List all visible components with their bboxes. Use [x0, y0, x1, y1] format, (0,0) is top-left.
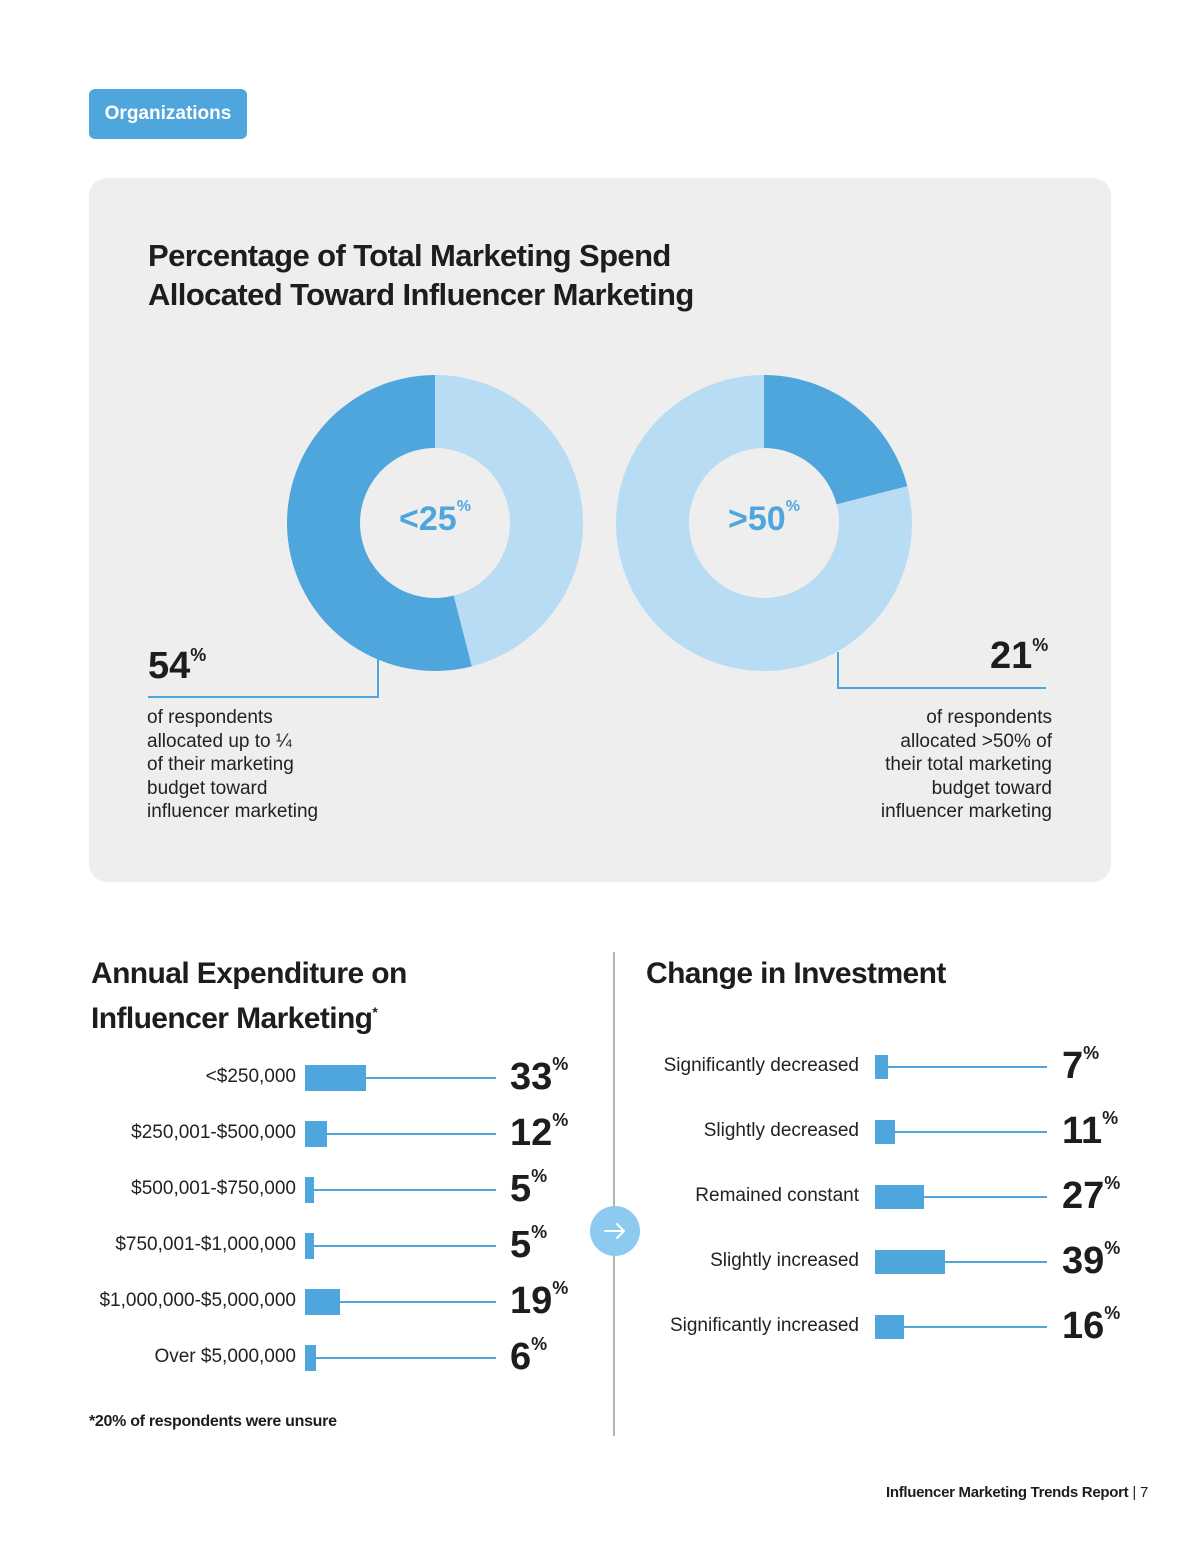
desc-line: budget toward	[147, 777, 268, 799]
investment-bar	[875, 1120, 895, 1144]
investment-bar-track	[875, 1066, 1047, 1068]
desc-line: allocated >50% of	[900, 730, 1052, 752]
expenditure-bar	[305, 1177, 315, 1203]
expenditure-bar-label: Over $5,000,000	[154, 1346, 296, 1367]
investment-bar	[875, 1250, 946, 1274]
investment-value-label: 27%	[1062, 1173, 1121, 1217]
donut-panel	[89, 178, 1111, 882]
investment-value-label: 39%	[1062, 1238, 1121, 1282]
expenditure-value-label: 5%	[510, 1166, 548, 1210]
investment-bar-track	[875, 1326, 1047, 1328]
page-number: 7	[1139, 1484, 1148, 1501]
stat-1-description: of respondents allocated up to ¼ of thei…	[147, 706, 318, 824]
expenditure-value-label: 33%	[510, 1054, 569, 1098]
donut-chart-title: Percentage of Total Marketing Spend Allo…	[148, 236, 694, 314]
donut-1-highlight-slice	[287, 375, 472, 671]
footer-separator: |	[1132, 1484, 1136, 1501]
desc-line: of their marketing	[147, 754, 294, 775]
expenditure-bar-label: $500,001-$750,000	[131, 1178, 296, 1199]
donut-1-center-label: <25%	[399, 498, 471, 538]
investment-value-label: 7%	[1062, 1043, 1100, 1087]
expenditure-value-label: 12%	[510, 1110, 569, 1154]
leader-line-1	[148, 615, 379, 698]
investment-value-label: 11%	[1062, 1108, 1119, 1152]
donut-1-rest-slice	[435, 375, 583, 667]
expenditure-bar-label: $250,001-$500,000	[131, 1122, 296, 1143]
leader-line-2	[837, 652, 1046, 689]
desc-line: their total marketing	[885, 754, 1052, 775]
stat-2-description: of respondents allocated >50% of their t…	[881, 706, 1052, 824]
desc-line: influencer marketing	[147, 801, 319, 822]
stat-54: 54%	[148, 645, 207, 687]
stat-21: 21%	[990, 635, 1049, 677]
report-name: Influencer Marketing Trends Report	[885, 1484, 1129, 1501]
expenditure-bar	[305, 1121, 328, 1147]
expenditure-bar	[305, 1345, 317, 1371]
donut-1	[287, 375, 583, 671]
investment-value-label: 16%	[1062, 1303, 1121, 1347]
investment-bar-label: Slightly increased	[710, 1250, 859, 1271]
expenditure-bar-track	[305, 1189, 496, 1191]
expenditure-bar-label: <$250,000	[205, 1066, 296, 1087]
footnote: *20% of respondents were unsure	[89, 1413, 337, 1430]
expenditure-bar-track	[305, 1133, 496, 1135]
organizations-tag: Organizations	[89, 89, 247, 139]
desc-line: budget toward	[931, 777, 1052, 799]
expenditure-value-label: 19%	[510, 1278, 569, 1322]
desc-line: of respondents	[147, 707, 273, 728]
desc-line: allocated up to ¼	[147, 730, 292, 752]
title-line-1: Percentage of Total Marketing Spend	[148, 238, 671, 273]
expenditure-bar-track	[305, 1301, 496, 1303]
change-in-investment-title: Change in Investment	[646, 954, 946, 993]
investment-bar-label: Significantly decreased	[663, 1055, 859, 1076]
desc-line: influencer marketing	[880, 801, 1052, 822]
donut-2-highlight-slice	[764, 375, 908, 505]
expenditure-bar-track	[305, 1357, 496, 1359]
investment-bar-label: Significantly increased	[669, 1315, 859, 1336]
desc-line: of respondents	[926, 707, 1052, 728]
donut-2-rest-slice	[616, 375, 912, 672]
expenditure-bar-label: $1,000,000-$5,000,000	[99, 1290, 296, 1311]
expenditure-bar-label: $750,001-$1,000,000	[115, 1234, 296, 1255]
page-footer: Influencer Marketing Trends Report | 7	[886, 1484, 1148, 1501]
expenditure-value-label: 6%	[510, 1334, 548, 1378]
arrow-right-icon	[590, 1206, 640, 1256]
investment-bar-label: Slightly decreased	[703, 1120, 859, 1141]
expenditure-bar-track	[305, 1077, 496, 1079]
investment-bar	[875, 1185, 924, 1209]
title-line-2: Influencer Marketing*	[91, 1002, 378, 1035]
annual-expenditure-title: Annual Expenditure on Influencer Marketi…	[91, 954, 407, 1038]
title-line-2: Allocated Toward Influencer Marketing	[148, 277, 694, 312]
investment-bar	[875, 1055, 888, 1079]
expenditure-bar	[305, 1289, 341, 1315]
investment-bar-track	[875, 1261, 1047, 1263]
section-divider	[613, 952, 615, 1436]
expenditure-bar	[305, 1233, 315, 1259]
expenditure-bar	[305, 1065, 367, 1091]
expenditure-bar-track	[305, 1245, 496, 1247]
expenditure-value-label: 5%	[510, 1222, 548, 1266]
investment-bar-track	[875, 1196, 1047, 1198]
investment-bar-label: Remained constant	[695, 1185, 859, 1206]
title-line-1: Annual Expenditure on	[91, 957, 407, 990]
donut-2	[616, 375, 912, 672]
title-line-1: Change in Investment	[646, 957, 946, 990]
donut-2-center-label: >50%	[728, 498, 800, 538]
investment-bar-track	[875, 1131, 1047, 1133]
investment-bar	[875, 1315, 904, 1339]
